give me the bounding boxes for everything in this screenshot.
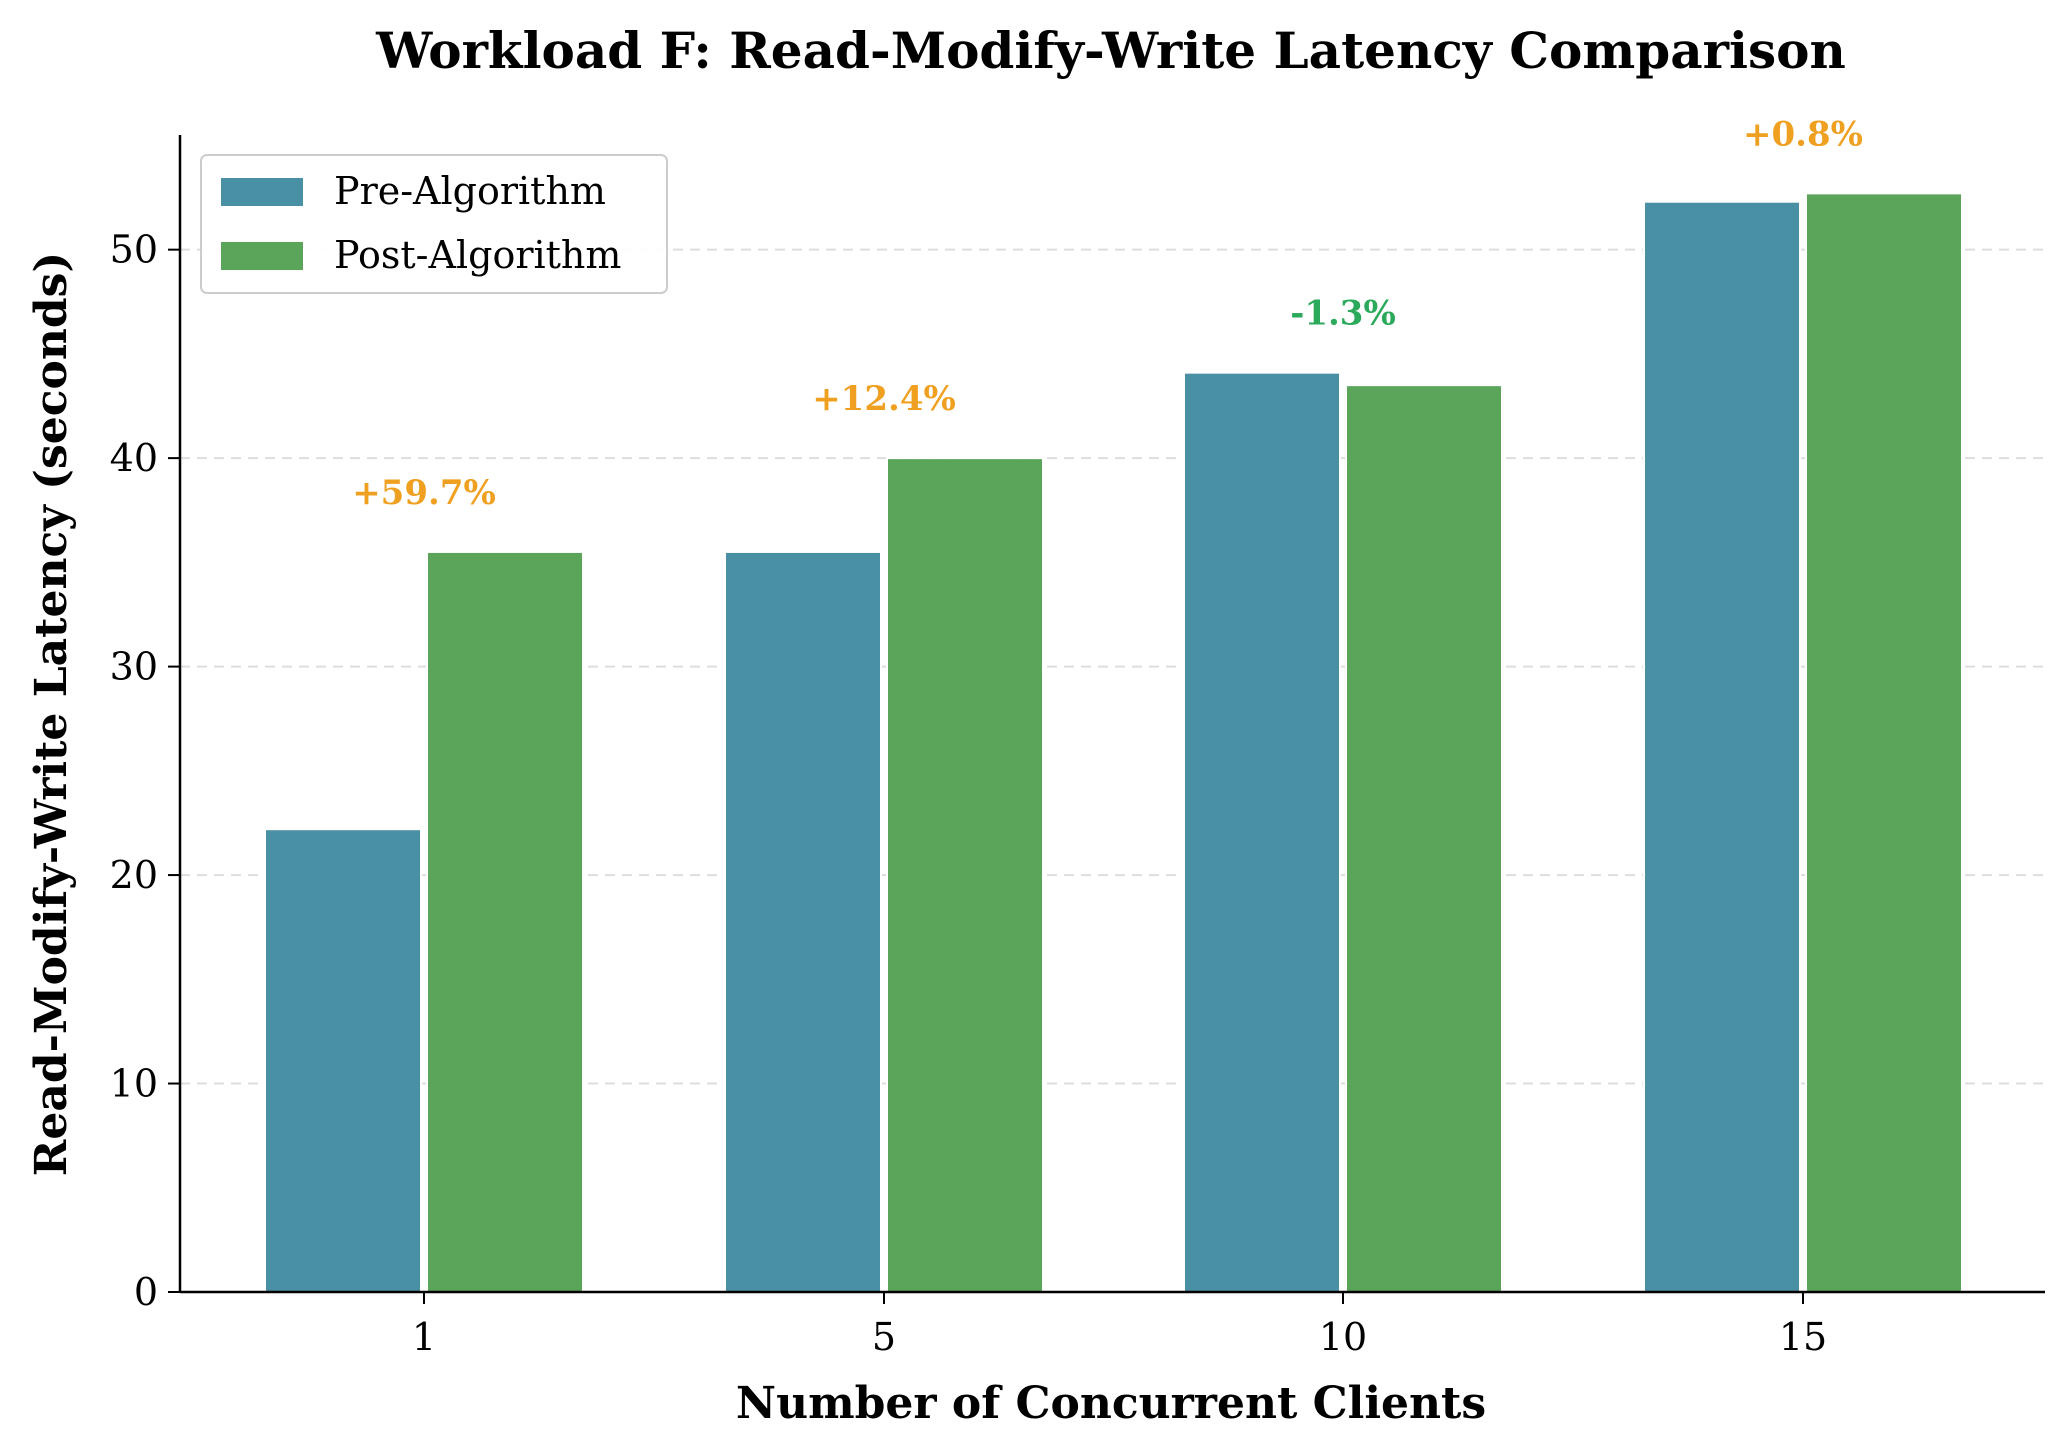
x-tick-label-5: 5 xyxy=(872,1315,896,1359)
bar-post-algorithm-5 xyxy=(886,457,1044,1294)
y-axis-label: Read-Modify-Write Latency (seconds) xyxy=(26,252,77,1176)
bar-post-algorithm-1 xyxy=(426,550,584,1293)
annotation-1: +59.7% xyxy=(352,473,496,513)
y-tick-label-3: 30 xyxy=(110,645,158,689)
x-tick-label-10: 10 xyxy=(1319,1315,1367,1359)
bar-post-algorithm-10 xyxy=(1345,384,1503,1293)
bar-pre-algorithm-15 xyxy=(1643,200,1801,1293)
bar-annotations: +59.7% +12.4% -1.3% +0.8% xyxy=(352,114,1863,513)
x-tick-label-15: 15 xyxy=(1779,1315,1827,1359)
bar-pre-algorithm-1 xyxy=(264,828,422,1293)
legend-label-pre-algorithm: Pre-Algorithm xyxy=(334,169,606,213)
bars xyxy=(264,192,1963,1294)
bar-post-algorithm-15 xyxy=(1805,192,1963,1293)
y-tick-label-4: 40 xyxy=(110,436,158,480)
y-tick-label-2: 20 xyxy=(110,853,158,897)
legend-swatch-pre-algorithm xyxy=(221,178,303,206)
y-tick-label-0: 0 xyxy=(134,1270,158,1314)
x-tick-label-1: 1 xyxy=(412,1315,436,1359)
axes xyxy=(178,135,2045,1294)
legend-label-post-algorithm: Post-Algorithm xyxy=(334,233,621,277)
bar-pre-algorithm-10 xyxy=(1183,371,1341,1293)
y-tick-label-1: 10 xyxy=(110,1062,158,1106)
legend-box xyxy=(200,154,668,294)
chart-title: Workload F: Read-Modify-Write Latency Co… xyxy=(375,21,1846,80)
legend-swatch-post-algorithm xyxy=(221,242,303,270)
annotation-15: +0.8% xyxy=(1743,114,1863,154)
y-ticks: 0 10 20 30 40 50 xyxy=(110,228,180,1314)
x-ticks: 1 5 10 15 xyxy=(412,1292,1827,1359)
x-axis-label: Number of Concurrent Clients xyxy=(736,1378,1486,1429)
annotation-10: -1.3% xyxy=(1290,294,1396,334)
legend: Pre-Algorithm Post-Algorithm xyxy=(200,154,668,294)
y-tick-label-5: 50 xyxy=(110,228,158,272)
bar-pre-algorithm-5 xyxy=(724,550,882,1293)
annotation-5: +12.4% xyxy=(812,379,956,419)
